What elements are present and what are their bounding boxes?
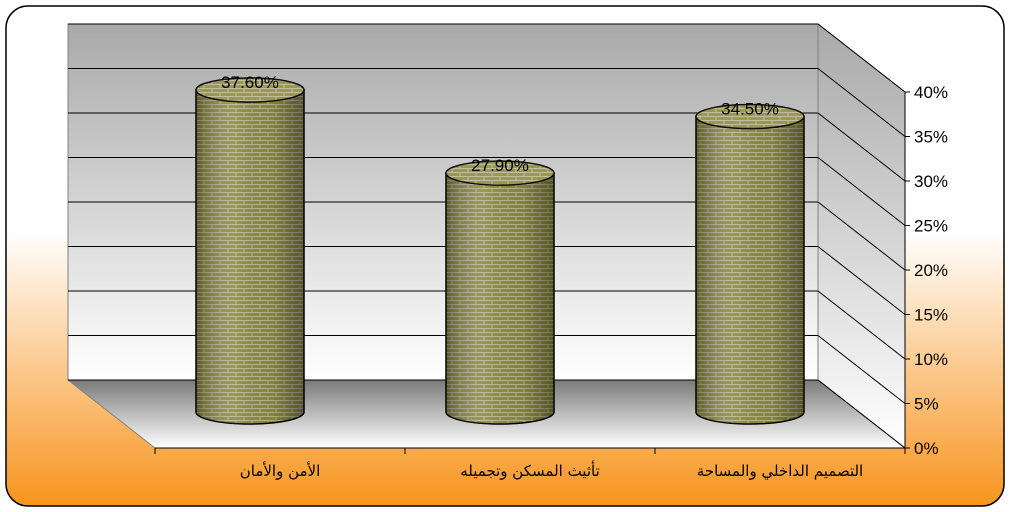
y-tick-label: 20% <box>914 261 948 280</box>
bar-top-shade <box>446 161 554 186</box>
y-tick-label: 40% <box>914 83 948 102</box>
bar-top <box>695 103 805 130</box>
gridline-side <box>817 379 906 449</box>
gridline-side <box>817 201 906 271</box>
y-tick-label: 30% <box>914 172 948 191</box>
data-label: 27.90% <box>471 156 529 175</box>
x-tick-label: التصميم الداخلي والمساحة <box>697 462 863 481</box>
y-axis: 0% 5% 10% 15% 20% 25% 30% 35% 40% <box>154 83 948 458</box>
bar <box>445 160 555 425</box>
bar-shading <box>446 173 554 424</box>
bar-top <box>445 160 555 186</box>
gridline-side <box>817 157 906 226</box>
x-tick-label: الأمن والأمان <box>240 461 321 480</box>
gridline-side <box>817 246 906 315</box>
y-tick-label: 5% <box>914 395 939 414</box>
bars <box>195 77 805 425</box>
data-label: 37.60% <box>221 73 279 92</box>
gridline-side <box>817 290 906 360</box>
gridline-side <box>817 23 906 93</box>
bar-shading <box>196 90 304 424</box>
bar <box>695 103 805 425</box>
data-label: 34.50% <box>721 100 779 119</box>
y-tick-label: 0% <box>914 439 939 458</box>
x-tick-label: تأثيث المسكن وتجميله <box>460 460 600 480</box>
labels: 37.60% الأمن والأمان 27.90% تأثيث المسكن وت… <box>221 73 863 481</box>
y-tick-label: 35% <box>914 128 948 147</box>
y-tick-label: 25% <box>914 217 948 236</box>
bar-top <box>195 77 305 103</box>
bar <box>195 77 305 425</box>
bar-top-shade <box>196 78 304 102</box>
y-tick-label: 10% <box>914 350 948 369</box>
bar-shading <box>696 116 804 424</box>
gridline-side <box>817 68 906 137</box>
gridline-side <box>817 335 906 404</box>
bar-top-shade <box>696 104 804 129</box>
gridlines <box>68 23 906 449</box>
gridline-side <box>817 112 906 182</box>
y-tick-label: 15% <box>914 306 948 325</box>
